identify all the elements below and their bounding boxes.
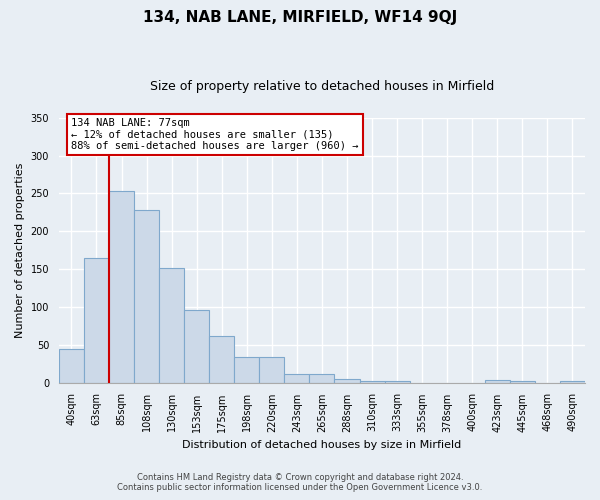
Bar (510, 381, 535, 382)
X-axis label: Distribution of detached houses by size in Mirfield: Distribution of detached houses by size … (182, 440, 461, 450)
Text: 134 NAB LANE: 77sqm
← 12% of detached houses are smaller (135)
88% of semi-detac: 134 NAB LANE: 77sqm ← 12% of detached ho… (71, 118, 359, 151)
Bar (560, 381, 585, 382)
Text: Contains HM Land Registry data © Crown copyright and database right 2024.
Contai: Contains HM Land Registry data © Crown c… (118, 473, 482, 492)
Bar (59, 350, 84, 382)
Bar (209, 336, 234, 382)
Bar (385, 381, 410, 382)
Title: Size of property relative to detached houses in Mirfield: Size of property relative to detached ho… (150, 80, 494, 93)
Bar (109, 191, 134, 382)
Bar (259, 357, 284, 382)
Bar (334, 379, 359, 382)
Bar (134, 210, 159, 382)
Bar (184, 310, 209, 382)
Bar (159, 268, 184, 382)
Bar (310, 374, 334, 382)
Bar (284, 374, 310, 382)
Bar (485, 380, 510, 382)
Bar (84, 258, 109, 382)
Bar (234, 357, 259, 382)
Text: 134, NAB LANE, MIRFIELD, WF14 9QJ: 134, NAB LANE, MIRFIELD, WF14 9QJ (143, 10, 457, 25)
Y-axis label: Number of detached properties: Number of detached properties (15, 162, 25, 338)
Bar (359, 381, 385, 382)
